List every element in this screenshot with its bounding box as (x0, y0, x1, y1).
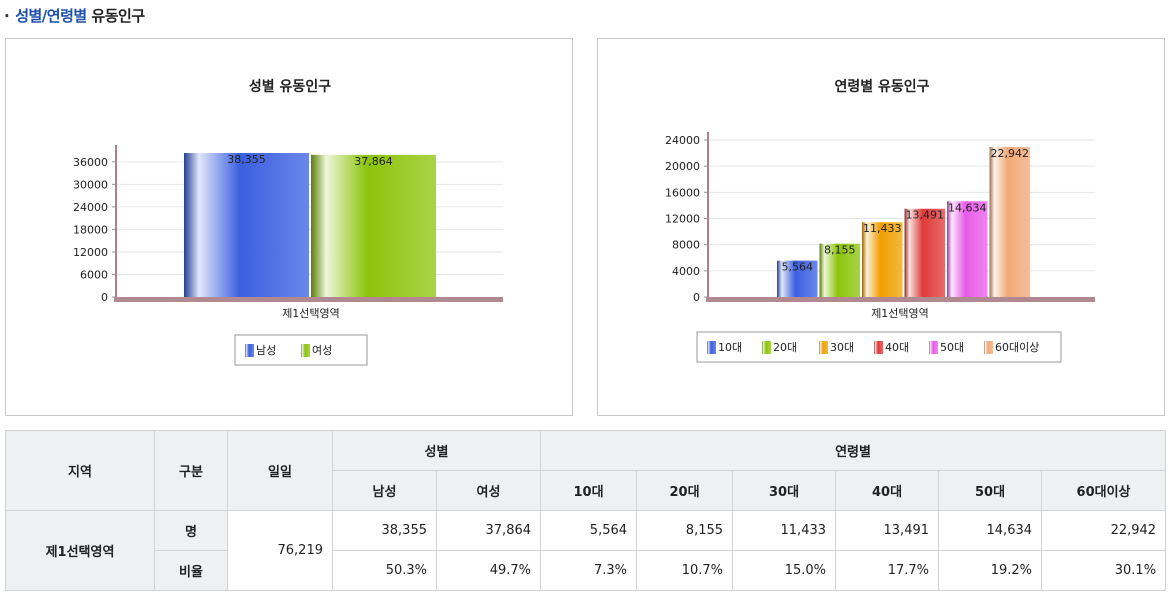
ratio-50s: 19.2% (938, 550, 1043, 591)
bar-40대 (904, 208, 945, 297)
legend-label-20대: 20대 (773, 341, 797, 354)
title-accent: 성별/연령별 (15, 7, 87, 25)
population-table: 지역 구분 일일 성별 연령별 남성 여성 10대 20대 30대 40대 50… (5, 430, 1167, 591)
bar-60대이상 (989, 146, 1030, 297)
count-60plus: 22,942 (1041, 510, 1167, 551)
x-axis-floor (114, 297, 503, 302)
data-label: 22,942 (991, 147, 1030, 160)
header-male: 남성 (332, 470, 437, 511)
ratio-60plus: 30.1% (1041, 550, 1167, 591)
section-title: · 성별/연령별 유동인구 (4, 5, 145, 26)
legend-label-30대: 30대 (830, 341, 854, 354)
legend-label-10대: 10대 (718, 341, 742, 354)
y-tick-label: 30000 (73, 178, 108, 191)
legend-label-50대: 50대 (940, 341, 964, 354)
header-region: 지역 (5, 430, 155, 511)
y-tick-label: 4000 (672, 265, 700, 278)
y-tick-label: 24000 (73, 201, 108, 214)
legend-swatch-30대 (819, 341, 828, 354)
bar-30대 (862, 222, 903, 297)
legend-swatch-남성 (245, 344, 254, 357)
count-40s: 13,491 (835, 510, 940, 551)
y-tick-label: 8000 (672, 239, 700, 252)
gender-chart-panel: 성별 유동인구 0 6000 12000 18000 24000 30000 36000 38,… (5, 38, 573, 416)
ratio-30s: 15.0% (732, 550, 837, 591)
age-chart-panel: 연령별 유동인구 0 4000 8000 12000 16000 20000 24000 5,5… (597, 38, 1165, 416)
count-50s: 14,634 (938, 510, 1043, 551)
header-60plus: 60대이상 (1041, 470, 1167, 511)
ratio-40s: 17.7% (835, 550, 940, 591)
y-tick-label: 6000 (80, 268, 108, 281)
header-20s: 20대 (636, 470, 734, 511)
bar-10대 (777, 260, 818, 297)
header-age: 연령별 (540, 430, 1167, 471)
data-label: 13,491 (906, 209, 945, 222)
header-gender: 성별 (331, 430, 542, 471)
y-tick-label: 12000 (665, 213, 700, 226)
count-female: 37,864 (435, 510, 542, 551)
legend-swatch-50대 (929, 341, 938, 354)
title-rest: 유동인구 (91, 7, 145, 25)
legend-swatch-10대 (707, 341, 716, 354)
legend-swatch-여성 (301, 344, 310, 357)
data-label: 11,433 (863, 222, 902, 235)
data-label: 37,864 (354, 155, 393, 168)
legend-label-40대: 40대 (885, 341, 909, 354)
legend-label-60대이상: 60대이상 (995, 341, 1039, 354)
y-tick-label: 12000 (73, 246, 108, 259)
count-30s: 11,433 (732, 510, 837, 551)
table-row-count: 제1선택영역 명 76,219 38,355 37,864 5,564 8,15… (5, 510, 1167, 591)
data-label: 8,155 (824, 244, 856, 257)
count-10s: 5,564 (540, 510, 638, 551)
header-30s: 30대 (732, 470, 837, 511)
gender-chart: 성별 유동인구 0 6000 12000 18000 24000 30000 36000 38,… (73, 78, 503, 366)
data-label: 14,634 (948, 201, 987, 214)
age-chart: 연령별 유동인구 0 4000 8000 12000 16000 20000 24000 5,5… (665, 78, 1095, 363)
y-tick-label: 18000 (73, 223, 108, 236)
legend-swatch-60대이상 (984, 341, 993, 354)
y-tick-label: 24000 (665, 134, 700, 147)
header-50s: 50대 (938, 470, 1043, 511)
bar-50대 (947, 201, 988, 297)
ratio-20s: 10.7% (636, 550, 734, 591)
bar-여성 (311, 154, 436, 297)
header-40s: 40대 (835, 470, 940, 511)
header-category: 구분 (154, 430, 228, 511)
legend-swatch-40대 (874, 341, 883, 354)
region-cell: 제1선택영역 (5, 510, 155, 591)
chart-title: 성별 유동인구 (249, 78, 331, 95)
category-label: 제1선택영역 (871, 307, 929, 320)
count-label: 명 (154, 510, 228, 551)
x-axis-floor (706, 297, 1095, 302)
table-row-ratio: 비율 50.3% 49.7% 7.3% 10.7% 15.0% 17.7% 19… (6, 550, 1167, 591)
ratio-female: 49.7% (435, 550, 542, 591)
legend-swatch-20대 (762, 341, 771, 354)
y-tick-label: 36000 (73, 156, 108, 169)
bar-남성 (184, 153, 309, 297)
header-10s: 10대 (540, 470, 638, 511)
y-tick-label: 20000 (665, 160, 700, 173)
chart-title: 연령별 유동인구 (834, 78, 929, 95)
legend-label-여성: 여성 (312, 344, 332, 357)
bar-20대 (819, 243, 860, 297)
legend: 10대 20대 30대 40대 50대 60대이상 (696, 331, 1062, 363)
y-tick-label: 16000 (665, 186, 700, 199)
ratio-label: 비율 (154, 550, 228, 591)
y-tick-label: 0 (101, 291, 108, 304)
data-label: 5,564 (782, 261, 814, 274)
y-tick-label: 0 (693, 291, 700, 304)
header-daily: 일일 (227, 430, 333, 511)
daily-total: 76,219 (227, 510, 333, 591)
legend: 남성 여성 (234, 334, 368, 366)
category-label: 제1선택영역 (282, 307, 340, 320)
ratio-male: 50.3% (332, 550, 437, 591)
data-label: 38,355 (227, 153, 266, 166)
count-20s: 8,155 (636, 510, 734, 551)
header-female: 여성 (435, 470, 542, 511)
count-male: 38,355 (332, 510, 437, 551)
legend-label-남성: 남성 (256, 344, 276, 357)
ratio-10s: 7.3% (540, 550, 638, 591)
title-bullet: · (4, 7, 10, 25)
